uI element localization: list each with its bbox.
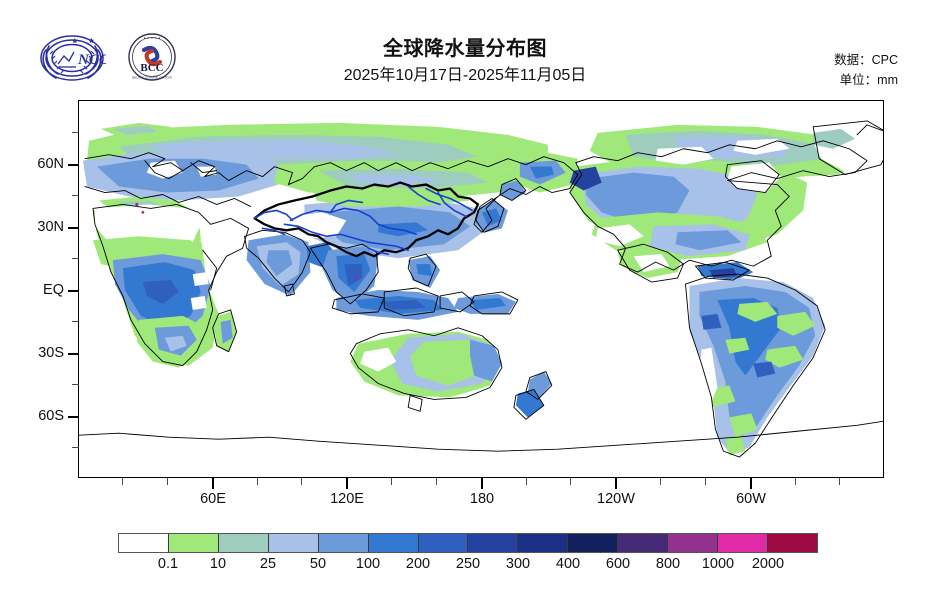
y-tick-60n [68, 164, 79, 166]
x-tick-minor [526, 478, 528, 485]
y-tick-minor [72, 321, 79, 323]
x-tick-minor [570, 478, 572, 485]
colorbar-tick-400: 400 [555, 556, 581, 572]
extreme-value-spots [135, 202, 358, 280]
y-tick-minor [72, 384, 79, 386]
x-tick-minor [391, 478, 393, 485]
y-tick-30n [68, 227, 79, 229]
x-tick-minor [705, 478, 707, 485]
colorbar-tick-250: 250 [455, 556, 481, 572]
meta-block: 数据：CPC 单位：mm [834, 50, 898, 90]
x-tick-60w [750, 478, 752, 489]
svg-text:BEIJING CLIMATE CENTER: BEIJING CLIMATE CENTER [132, 76, 172, 80]
colorbar-segment-0 [119, 534, 168, 552]
y-tick-30s [68, 353, 79, 355]
x-axis-label-180: 180 [469, 491, 495, 507]
x-axis-label-120e: 120E [330, 491, 364, 507]
ncc-logo-text: NCC [77, 52, 106, 68]
ncc-logo: NCC [40, 35, 106, 81]
colorbar-labels: 0.1 10 25 50 100 200 250 300 400 600 800 1000 2000 [118, 556, 818, 576]
colorbar-tick-0.1: 0.1 [157, 556, 179, 572]
colorbar-segment-13 [766, 534, 817, 552]
china-rivers [253, 185, 473, 255]
colorbar-tick-800: 800 [655, 556, 681, 572]
colorbar-tick-25: 25 [259, 556, 277, 572]
data-source-label: 数据：CPC [834, 53, 898, 67]
x-tick-minor [301, 478, 303, 485]
coastline-layer [79, 120, 883, 458]
y-axis-label-eq: EQ [43, 282, 64, 298]
colorbar-segment-2 [217, 534, 268, 552]
precipitation-map [78, 100, 884, 478]
x-axis-label-120w: 120W [597, 491, 635, 507]
y-tick-eq [68, 290, 79, 292]
x-tick-120e [346, 478, 348, 489]
colorbar-tick-50: 50 [309, 556, 327, 572]
colorbar-tick-300: 300 [505, 556, 531, 572]
y-tick-minor [72, 132, 79, 134]
x-tick-minor [167, 478, 169, 485]
unit-label: 单位：mm [839, 73, 898, 87]
china-border [253, 181, 480, 258]
colorbar-segment-11 [667, 534, 718, 552]
colorbar [118, 533, 818, 553]
colorbar-tick-1000: 1000 [701, 556, 735, 572]
logo-group: NCC BCC ★ ★ ★ ★ ★ BEIJING CLIMATE CENTER [34, 28, 214, 90]
x-tick-minor [660, 478, 662, 485]
colorbar-segment-7 [467, 534, 518, 552]
map-layers [79, 120, 883, 458]
colorbar-tick-10: 10 [209, 556, 227, 572]
y-tick-60s [68, 416, 79, 418]
bcc-logo-text: BCC [140, 62, 163, 74]
colorbar-tick-2000: 2000 [751, 556, 785, 572]
map-canvas [79, 120, 883, 458]
bcc-logo: BCC ★ ★ ★ ★ ★ BEIJING CLIMATE CENTER [128, 33, 176, 81]
x-tick-minor [839, 478, 841, 485]
x-tick-minor [257, 478, 259, 485]
x-axis-label-60w: 60W [736, 491, 766, 507]
y-axis-label-30n: 30N [37, 219, 64, 235]
y-axis-label-60s: 60S [38, 408, 64, 424]
x-tick-180 [481, 478, 483, 489]
colorbar-tick-100: 100 [355, 556, 381, 572]
colorbar-segment-3 [267, 534, 318, 552]
colorbar-segment-6 [417, 534, 468, 552]
y-axis-label-30s: 30S [38, 345, 64, 361]
colorbar-segment-12 [717, 534, 767, 552]
x-tick-minor [795, 478, 797, 485]
colorbar-segment-9 [567, 534, 618, 552]
colorbar-tick-200: 200 [405, 556, 431, 572]
x-tick-minor [436, 478, 438, 485]
x-axis-label-60e: 60E [200, 491, 226, 507]
x-tick-minor [122, 478, 124, 485]
colorbar-segment-10 [617, 534, 668, 552]
colorbar-segment-1 [167, 534, 218, 552]
y-tick-minor [72, 447, 79, 449]
colorbar-segment-8 [517, 534, 568, 552]
x-tick-120w [615, 478, 617, 489]
x-tick-60e [212, 478, 214, 489]
colorbar-segment-5 [367, 534, 418, 552]
y-tick-minor [72, 195, 79, 197]
y-axis-label-60n: 60N [37, 156, 64, 172]
colorbar-tick-600: 600 [605, 556, 631, 572]
svg-text:★ ★ ★ ★ ★: ★ ★ ★ ★ ★ [143, 36, 161, 40]
y-tick-minor [72, 258, 79, 260]
colorbar-segment-4 [317, 534, 368, 552]
